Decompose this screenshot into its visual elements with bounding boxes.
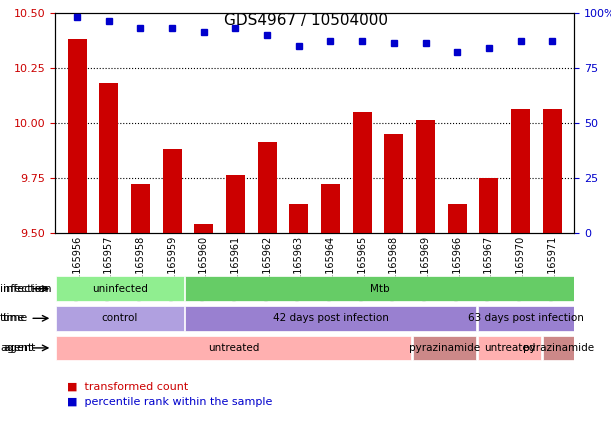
FancyBboxPatch shape: [56, 276, 184, 301]
Text: time: time: [3, 313, 28, 323]
FancyBboxPatch shape: [186, 276, 574, 301]
Text: infection: infection: [3, 284, 52, 294]
Bar: [416, 121, 435, 233]
Bar: [290, 204, 309, 233]
FancyBboxPatch shape: [56, 306, 184, 331]
FancyBboxPatch shape: [478, 306, 574, 331]
Bar: [258, 143, 277, 233]
FancyBboxPatch shape: [543, 335, 574, 360]
FancyBboxPatch shape: [412, 335, 477, 360]
Bar: [194, 224, 213, 233]
Text: agent: agent: [0, 343, 32, 353]
FancyBboxPatch shape: [186, 306, 477, 331]
Text: untreated: untreated: [208, 343, 259, 353]
FancyBboxPatch shape: [478, 335, 541, 360]
Text: ■  percentile rank within the sample: ■ percentile rank within the sample: [67, 397, 273, 407]
FancyBboxPatch shape: [56, 335, 411, 360]
Bar: [226, 176, 245, 233]
Text: infection: infection: [0, 284, 49, 294]
Text: agent: agent: [3, 343, 35, 353]
Text: time: time: [0, 313, 25, 323]
Bar: [131, 184, 150, 233]
Bar: [448, 204, 467, 233]
Bar: [100, 83, 119, 233]
Text: GDS4967 / 10504000: GDS4967 / 10504000: [224, 13, 387, 27]
Text: pyrazinamide: pyrazinamide: [409, 343, 480, 353]
Text: untreated: untreated: [484, 343, 535, 353]
Bar: [543, 110, 562, 233]
Text: 42 days post infection: 42 days post infection: [273, 313, 389, 323]
Text: ■  transformed count: ■ transformed count: [67, 382, 188, 392]
Bar: [384, 134, 403, 233]
Text: control: control: [101, 313, 138, 323]
Bar: [480, 178, 499, 233]
Text: pyrazinamide: pyrazinamide: [522, 343, 594, 353]
Text: uninfected: uninfected: [92, 284, 148, 294]
Text: 63 days post infection: 63 days post infection: [467, 313, 584, 323]
Bar: [68, 39, 87, 233]
Bar: [353, 112, 371, 233]
Bar: [321, 184, 340, 233]
Text: Mtb: Mtb: [370, 284, 389, 294]
Bar: [163, 149, 181, 233]
Bar: [511, 110, 530, 233]
